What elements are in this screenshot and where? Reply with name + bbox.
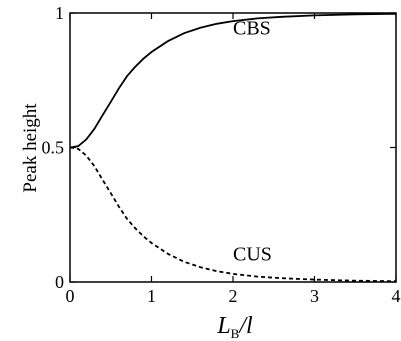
- x-axis-label-main: L: [216, 313, 230, 339]
- x-tick-label: 2: [229, 286, 238, 306]
- curves-layer: [69, 12, 397, 283]
- x-axis-label-sub: B: [231, 326, 240, 341]
- x-tick-label: 1: [147, 286, 156, 306]
- y-axis-label: Peak height: [20, 103, 41, 193]
- x-tick-label: 0: [66, 286, 75, 306]
- x-tick-label: 3: [310, 286, 319, 306]
- x-axis-label: LB/l: [216, 313, 253, 341]
- series-line-cbs: [69, 12, 397, 149]
- series-label-cus: CUS: [233, 243, 272, 265]
- series-label-cbs: CBS: [233, 18, 271, 40]
- series-labels-layer: CBS CUS: [233, 18, 272, 266]
- x-tick-label: 4: [392, 286, 401, 306]
- y-tick-label: 1: [55, 3, 64, 23]
- ticks-layer: 0 1 2 3 4 0 0.5 1: [42, 3, 401, 306]
- y-tick-label: 0.5: [42, 138, 65, 158]
- y-tick-label: 0: [55, 272, 64, 292]
- series-line-cus: [69, 146, 397, 283]
- x-axis-label-tail: /l: [237, 313, 253, 339]
- plot-frame: [69, 12, 397, 283]
